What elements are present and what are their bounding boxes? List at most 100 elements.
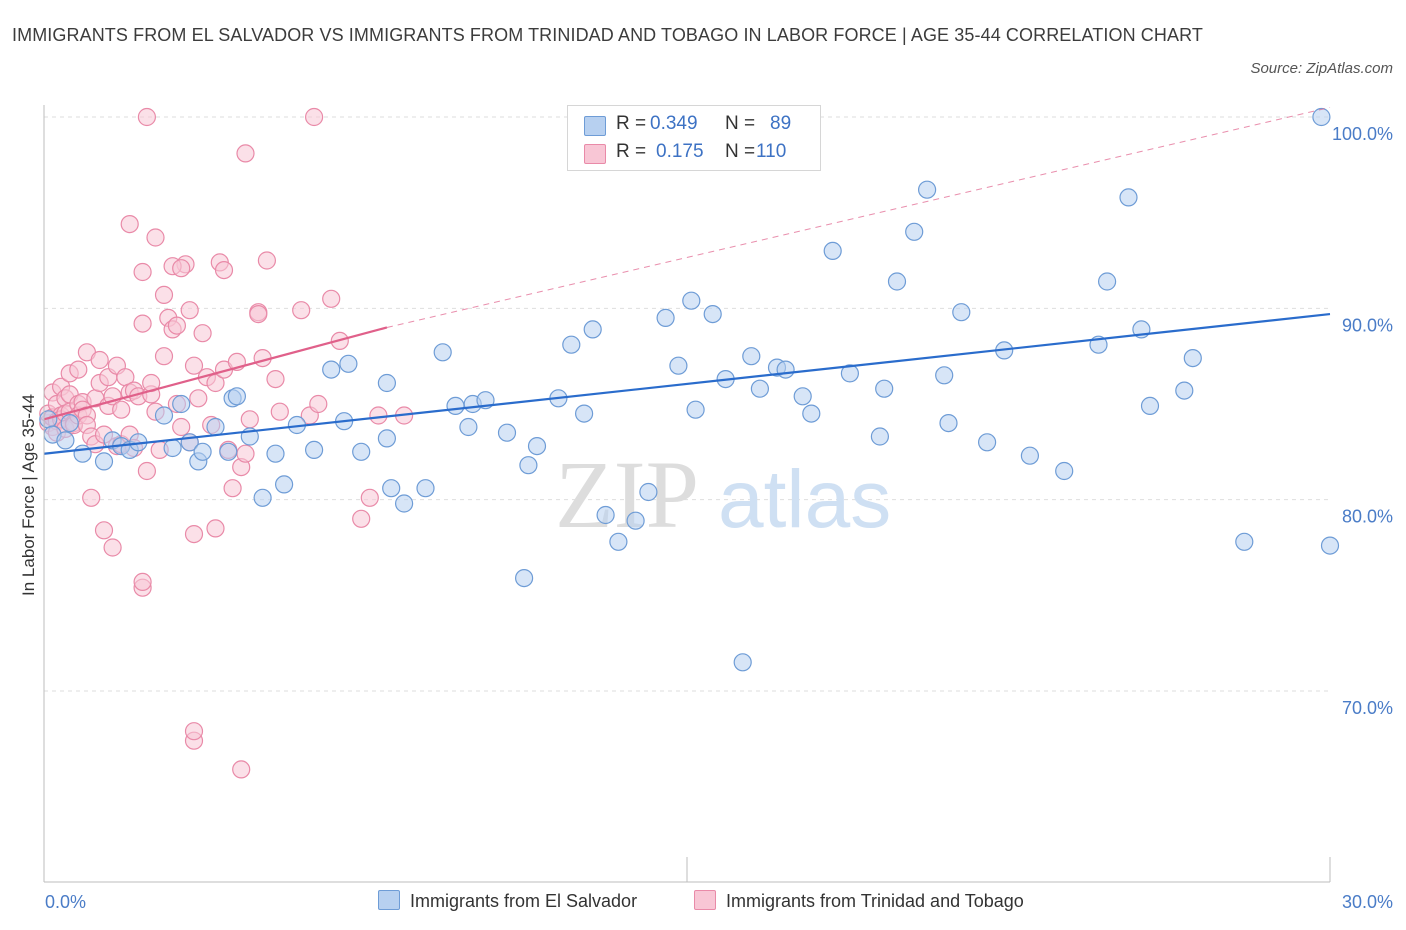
el-salvador-point [514, 568, 534, 588]
el-salvador-point [1140, 396, 1160, 415]
trinidad-point [249, 305, 268, 324]
trinidad-point [236, 144, 255, 163]
el-salvador-point [939, 414, 958, 433]
trinidad-point [184, 722, 204, 741]
el-salvador-point [1175, 381, 1194, 400]
bottom-legend-el-salvador: Immigrants from El Salvador [378, 890, 637, 912]
el-salvador-point [305, 440, 324, 459]
trinidad-point [82, 488, 101, 507]
el-salvador-point [1312, 107, 1331, 127]
el-salvador-point [1097, 272, 1117, 291]
bottom-legend-trinidad: Immigrants from Trinidad and Tobago [694, 890, 1024, 912]
bottom-legend-swatch-pink [694, 890, 716, 910]
axis-layer: 70.0% 80.0% 90.0% 100.0% 0.0% 30.0% [43, 105, 1393, 912]
el-salvador-point [626, 511, 645, 530]
el-salvador-point [562, 335, 581, 354]
el-salvador-point [887, 272, 907, 291]
trinidad-point [369, 406, 388, 425]
el-salvador-point [416, 479, 435, 498]
x-tick-label: 0.0% [45, 892, 86, 912]
el-salvador-point [733, 653, 752, 672]
el-salvador-point [583, 320, 602, 339]
el-salvador-point [840, 364, 860, 383]
x-tick-label: 30.0% [1342, 892, 1393, 912]
trinidad-point [137, 461, 156, 481]
el-salvador-point [1020, 446, 1040, 465]
trinidad-point [184, 356, 204, 375]
trinidad-point [214, 261, 234, 280]
trinidad-point [236, 444, 255, 463]
legend-r-value: 0.349 [650, 113, 698, 134]
trinidad-point [90, 350, 109, 370]
trinidad-point [180, 301, 199, 320]
trinidad-point [120, 215, 139, 234]
trinidad-point [137, 107, 156, 127]
trinidad-point [154, 285, 174, 304]
trend-layer [43, 106, 1331, 455]
el-salvador-point [275, 475, 294, 494]
trinidad-point [172, 259, 191, 278]
trinidad-point [172, 417, 191, 437]
trinidad-point [189, 389, 208, 408]
el-salvador-point [497, 423, 517, 442]
trinidad-point [309, 394, 328, 414]
el-salvador-point [682, 291, 701, 310]
legend-r-value: 0.175 [656, 141, 704, 162]
el-salvador-point [352, 442, 371, 461]
el-salvador-point [870, 427, 890, 446]
el-salvador-point [742, 347, 761, 366]
y-tick-label: 70.0% [1342, 698, 1393, 718]
el-salvador-point [802, 404, 821, 423]
trinidad-point [94, 521, 114, 540]
el-salvador-point [219, 442, 238, 461]
el-salvador-point [703, 305, 722, 324]
series-el-salvador-points [39, 107, 1340, 672]
el-salvador-point [1183, 349, 1202, 368]
trinidad-point [292, 301, 311, 320]
legend-swatch-pink [584, 144, 606, 164]
bottom-legend-label: Immigrants from Trinidad and Tobago [726, 891, 1024, 911]
legend-n-value: 110 [756, 141, 787, 162]
trinidad-trend-line [43, 326, 388, 421]
el-salvador-point [266, 444, 285, 463]
el-salvador-point [322, 360, 341, 379]
el-salvador-point [193, 442, 212, 461]
el-salvador-point [875, 379, 894, 398]
el-salvador-point [172, 394, 191, 414]
trinidad-point [193, 324, 212, 343]
trinidad-point [270, 402, 289, 421]
el-salvador-point [1119, 188, 1138, 207]
el-salvador-point [609, 532, 628, 551]
trinidad-point [240, 410, 259, 429]
el-salvador-point [253, 488, 272, 507]
el-salvador-point [56, 431, 75, 450]
trinidad-point [133, 572, 152, 592]
el-salvador-point [382, 479, 401, 498]
source-label: Source: ZipAtlas.com [1250, 60, 1393, 77]
trinidad-point [360, 488, 379, 507]
el-salvador-point [574, 404, 594, 423]
el-salvador-point [527, 437, 547, 456]
el-salvador-point [905, 222, 924, 241]
el-salvador-point [94, 452, 114, 471]
trinidad-point [266, 370, 285, 389]
el-salvador-point [60, 414, 79, 433]
el-salvador-point [163, 438, 182, 458]
legend-r-label: R = [616, 113, 647, 134]
trinidad-point [154, 347, 174, 366]
el-salvador-point [917, 180, 937, 199]
el-salvador-point [776, 360, 795, 379]
y-tick-label: 80.0% [1342, 507, 1393, 527]
el-salvador-point [596, 505, 615, 525]
el-salvador-point [639, 482, 658, 502]
correlation-legend: R = 0.349 N = 89 R = 0.175 N = 110 [567, 105, 821, 171]
trinidad-point [184, 524, 204, 544]
el-salvador-point [459, 417, 478, 437]
el-salvador-point [656, 308, 675, 327]
legend-n-value: 89 [770, 113, 792, 134]
trinidad-point [167, 316, 186, 335]
el-salvador-point [519, 456, 538, 475]
legend-r-label: R = [616, 141, 647, 162]
watermark-zip: ZIP [555, 441, 699, 548]
